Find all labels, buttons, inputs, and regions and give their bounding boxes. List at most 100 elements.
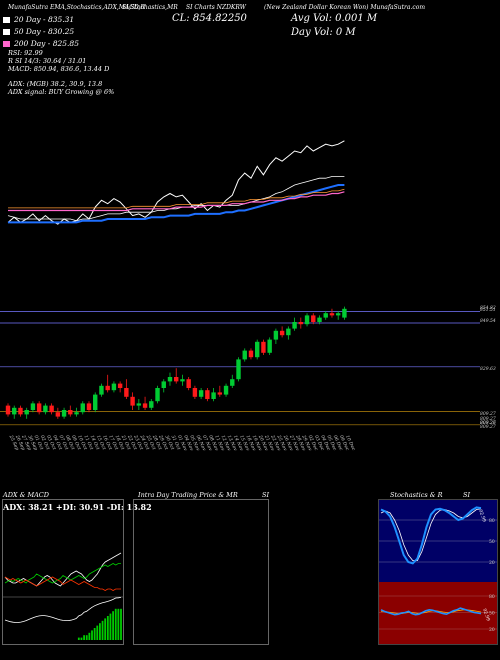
stoch-value-label: 92.99 xyxy=(477,509,487,523)
candle-body xyxy=(93,394,98,410)
candle-body xyxy=(311,315,316,322)
candle-body xyxy=(230,379,235,386)
candle-body xyxy=(167,377,173,382)
intraday-title-si: SI xyxy=(262,491,270,499)
ma-200-line xyxy=(8,191,345,212)
macd-histogram-bar xyxy=(109,613,112,640)
header-col2: SI,Stochastics,MR xyxy=(122,4,178,11)
legend-swatch-50 xyxy=(3,29,10,35)
candle-body xyxy=(80,403,85,413)
rsi-line: R SI 14/3: 30.64 / 31.01 xyxy=(8,57,87,65)
candle-body xyxy=(105,385,110,391)
candle-body xyxy=(49,405,54,413)
macd-histogram-bar xyxy=(83,635,85,640)
candle-body xyxy=(317,317,322,322)
intraday-panel xyxy=(133,499,269,645)
price-level-label: 809.27 xyxy=(480,411,496,417)
macd-histogram-bar xyxy=(117,608,120,640)
avg-volume: Avg Vol: 0.001 M xyxy=(291,13,378,24)
plus-di-line xyxy=(4,563,121,584)
candle-body xyxy=(286,328,291,336)
ma-20-line xyxy=(7,176,345,222)
minus-di-line xyxy=(4,576,121,591)
adx-panel-title: ADX & MACD xyxy=(3,491,49,499)
price-level-label: 809.27 xyxy=(480,416,496,422)
candle-body xyxy=(198,390,204,397)
stoch-tick-label: 20 xyxy=(489,560,495,566)
legend-swatch-20 xyxy=(3,17,10,23)
price-level-label: 854.82 xyxy=(480,305,496,311)
price-level-label: 809.27 xyxy=(480,420,496,426)
macd-histogram-bar xyxy=(101,620,104,640)
candle-body xyxy=(279,330,285,336)
candle-body xyxy=(55,412,61,417)
adx-signal: ADX signal: BUY Growing @ 6% xyxy=(8,88,115,96)
day-volume: Day Vol: 0 M xyxy=(291,27,356,38)
candle-body xyxy=(174,377,179,382)
macd-histogram-bar xyxy=(99,623,101,640)
close-price-line xyxy=(7,140,345,225)
stoch-k-line xyxy=(380,506,482,565)
candle-body xyxy=(149,401,154,408)
ma-alt-line xyxy=(8,188,345,209)
macd-histogram-bar xyxy=(104,618,107,640)
macd-histogram-bar xyxy=(93,628,96,640)
macd-histogram-bar xyxy=(114,608,117,640)
legend-200-day: 200 Day - 825.85 xyxy=(3,39,79,48)
candle-body xyxy=(5,405,11,415)
candle-body xyxy=(142,403,148,408)
candle-body xyxy=(267,339,272,353)
candle-body xyxy=(342,308,347,318)
candle-body xyxy=(43,405,48,413)
candle-body xyxy=(12,407,17,415)
close-price: CL: 854.82250 xyxy=(172,13,247,24)
adx-macd-panel xyxy=(2,499,124,645)
price-layer: 854.82851.51849.54829.63809.27809.27809.… xyxy=(0,305,496,430)
macd-histogram-bar xyxy=(106,616,109,640)
macd-histogram-bar xyxy=(85,635,88,640)
candle-body xyxy=(161,381,166,388)
adx-values: ADX: 38.21 +DI: 30.91 -DI: 13.82 xyxy=(3,502,152,512)
candle-body xyxy=(68,410,73,415)
candle-body xyxy=(186,379,191,388)
rsi-tick-label: 80 xyxy=(489,594,495,600)
candle-body xyxy=(292,322,297,329)
macd-value: MACD: 850.94, 836.6, 13.44 D xyxy=(8,65,110,73)
candle-body xyxy=(111,383,117,391)
legend-50-day: 50 Day - 830.25 xyxy=(3,27,74,36)
candle-body xyxy=(18,407,23,415)
adx-value: ADX: (MGB) 38.2, 30.9, 13.8 xyxy=(8,80,103,88)
candle-body xyxy=(335,313,341,316)
candle-body xyxy=(86,403,92,410)
macd-line xyxy=(4,597,122,623)
adx-macd-chart xyxy=(3,552,123,640)
stoch-panel-title-si: SI xyxy=(463,491,471,499)
stoch-tick-label: 80 xyxy=(489,518,495,524)
stoch-panel-title: Stochastics & R xyxy=(390,491,443,499)
price-level-label: 851.51 xyxy=(480,307,496,313)
candle-body xyxy=(236,359,241,380)
candle-body xyxy=(61,410,67,417)
candle-body xyxy=(248,350,254,358)
candle-body xyxy=(298,322,304,325)
candle-body xyxy=(180,379,185,382)
price-level-label: 803.26 xyxy=(480,420,496,426)
macd-histogram-bar xyxy=(120,608,122,640)
candle-body xyxy=(323,313,328,318)
macd-histogram-bar xyxy=(112,611,114,640)
header-col1: MunafaSutra EMA,Stochastics,ADX,MACD,R xyxy=(8,4,145,11)
candle-body xyxy=(136,403,142,406)
stoch-rsi-chart: 80 50 20 80 50 20 92.99 92.99 xyxy=(379,500,497,644)
candle-body xyxy=(304,315,310,325)
main-chart: 854.82851.51849.54829.63809.27809.27809.… xyxy=(0,140,496,452)
candle-body xyxy=(117,383,123,388)
candle-body xyxy=(30,403,36,410)
candle-body xyxy=(155,388,160,402)
candle-body xyxy=(36,403,42,413)
header-col4: (New Zealand Dollar Korean Won) MunafaSu… xyxy=(264,4,426,11)
candle-body xyxy=(205,390,210,399)
legend-20-day: 20 Day - 835.31 xyxy=(3,15,74,24)
adx-line xyxy=(4,552,122,587)
candle-body xyxy=(217,392,223,395)
price-level-label: 809.27 xyxy=(480,424,496,430)
